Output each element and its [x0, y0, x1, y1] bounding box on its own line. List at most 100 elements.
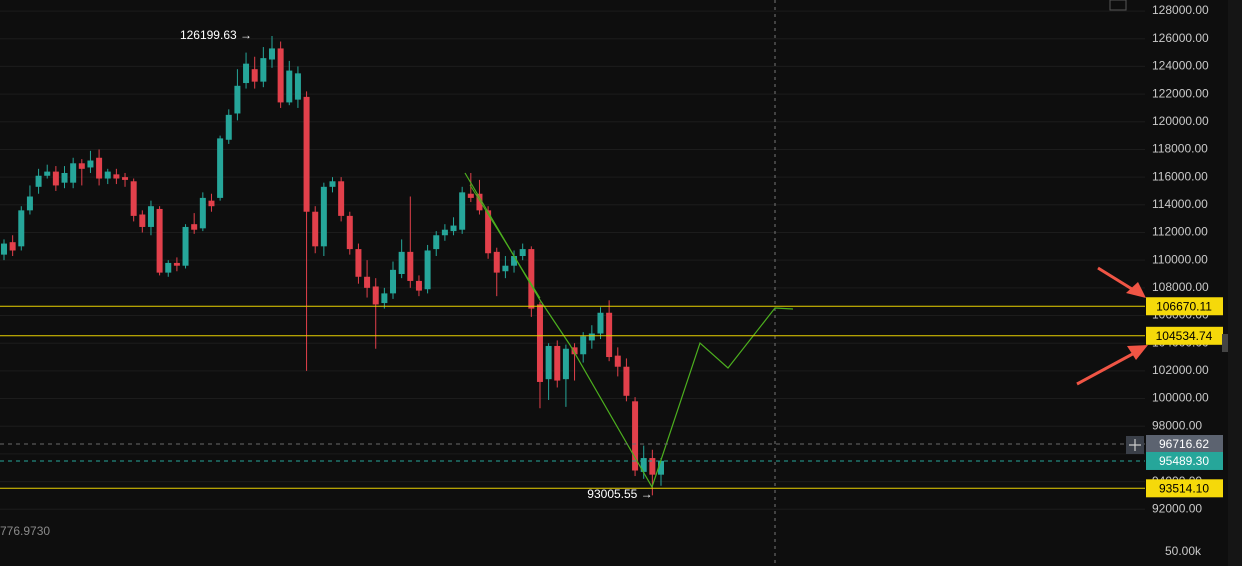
candle-body: [312, 211, 319, 247]
y-tick-label: 114000.00: [1152, 197, 1208, 211]
candle-body: [268, 48, 275, 60]
candle-body: [346, 215, 353, 250]
candle-body: [614, 355, 621, 367]
y-tick-label: 122000.00: [1152, 86, 1209, 100]
candle-body: [260, 58, 267, 82]
candle-body: [536, 304, 543, 382]
candle-body: [122, 177, 129, 180]
price-lines: 106670.11 104534.74 96716.62 95489.30 93514.…: [0, 297, 1223, 498]
drawn-trend-line: [469, 184, 541, 299]
price-label: 106670.11: [1156, 299, 1212, 313]
candle-body: [104, 171, 111, 179]
candle-body: [623, 366, 630, 396]
high-annotation: 126199.63 →: [180, 28, 252, 42]
candle-body: [441, 229, 448, 236]
candle-body: [147, 206, 154, 227]
candle-body: [96, 157, 103, 179]
price-label: 95489.30: [1159, 454, 1209, 468]
candle-body: [18, 210, 25, 247]
candle-body: [139, 214, 146, 227]
candle-body: [398, 251, 405, 275]
candle-body: [459, 192, 466, 230]
candle-body: [424, 250, 431, 290]
candle-body: [329, 181, 336, 187]
candle-body: [588, 333, 595, 341]
candle-body: [632, 401, 639, 471]
candle-body: [303, 96, 310, 212]
arrow-head: [1127, 345, 1148, 360]
drawn-trend-line: [464, 172, 794, 489]
candle-body: [294, 73, 301, 100]
settings-icon[interactable]: [1109, 0, 1127, 11]
candle-body: [26, 196, 33, 211]
candle-body: [130, 181, 137, 216]
candle-body: [320, 186, 327, 247]
candle-body: [234, 85, 241, 114]
candle-body: [606, 312, 613, 358]
y-tick-label: 108000.00: [1152, 280, 1209, 294]
candle-body: [433, 235, 440, 250]
candle-body: [173, 262, 180, 266]
candle-body: [511, 256, 518, 266]
candle-body: [44, 171, 51, 176]
price-label-box: [1146, 434, 1223, 453]
candle-body: [217, 138, 224, 198]
candle-body: [225, 114, 232, 140]
candle-body: [519, 249, 526, 257]
price-label-box: [1146, 297, 1223, 316]
candle-body: [450, 225, 457, 232]
candle-body: [355, 249, 362, 277]
candle-body: [338, 181, 345, 216]
candle-body: [286, 70, 293, 103]
collapse-handle[interactable]: [1222, 334, 1228, 352]
candle-body: [61, 172, 68, 183]
candle-body: [390, 269, 397, 294]
candle-body: [381, 293, 388, 304]
price-label: 104534.74: [1156, 329, 1213, 343]
volume-axis-label: 50.00k: [1165, 544, 1202, 558]
candles: [1, 35, 664, 496]
y-tick-label: 92000.00: [1152, 501, 1202, 515]
y-tick-label: 100000.00: [1152, 391, 1209, 405]
candle-body: [467, 193, 474, 198]
candle-body: [251, 69, 258, 82]
candle-body: [9, 242, 16, 251]
candle-body: [191, 224, 198, 230]
candle-body: [113, 174, 120, 179]
candle-body: [78, 163, 85, 169]
candle-body: [658, 460, 664, 475]
candle-body: [243, 63, 250, 84]
candle-body: [372, 286, 379, 305]
price-label: 96716.62: [1159, 437, 1209, 451]
arrow: [1076, 348, 1141, 386]
price-label-box: [1146, 479, 1223, 498]
candle-body: [182, 226, 189, 266]
y-tick-label: 110000.00: [1152, 252, 1208, 266]
candle-body: [545, 345, 552, 380]
price-label: 93514.10: [1159, 481, 1209, 495]
y-tick-label: 118000.00: [1152, 142, 1208, 156]
candle-body: [580, 336, 587, 355]
side-strip: [1228, 0, 1242, 566]
candle-body: [597, 312, 604, 334]
y-tick-label: 128000.00: [1152, 3, 1209, 17]
candle-body: [277, 48, 284, 103]
candle-body: [156, 208, 163, 273]
y-tick-label: 112000.00: [1152, 225, 1208, 239]
plus-icon: [1129, 439, 1141, 451]
y-tick-label: 124000.00: [1152, 59, 1209, 73]
arrow-head: [1126, 282, 1146, 298]
candle-body: [502, 265, 509, 272]
y-tick-label: 120000.00: [1152, 114, 1209, 128]
y-tick-label: 102000.00: [1152, 363, 1209, 377]
candle-body: [165, 262, 172, 273]
candle-body: [87, 160, 94, 168]
candle-body: [649, 458, 656, 475]
candle-body: [562, 348, 569, 380]
candle-body: [554, 345, 561, 381]
price-label-box: [1146, 451, 1223, 470]
candle-body: [485, 210, 492, 254]
candle-body: [70, 163, 77, 183]
candle-body: [571, 347, 578, 355]
